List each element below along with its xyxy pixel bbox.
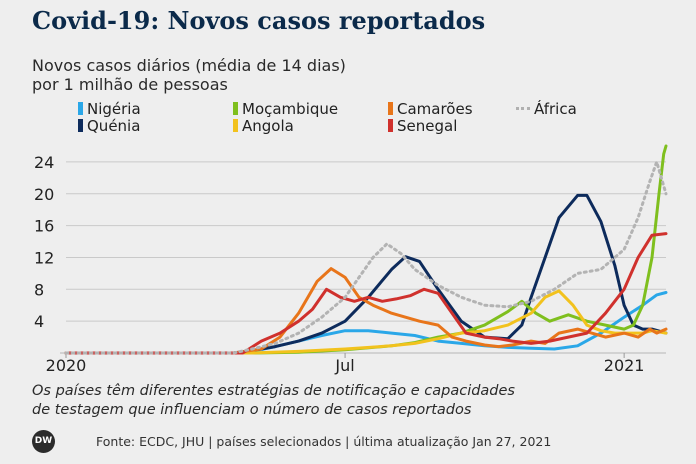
legend-swatch-quenia: [78, 119, 83, 132]
y-tick-label: 16: [34, 217, 54, 236]
y-tick-label: 20: [34, 185, 54, 204]
y-tick-label: 4: [34, 312, 44, 331]
legend-item-quenia: Quénia: [78, 118, 140, 134]
legend-item-mocambique: Moçambique: [233, 101, 338, 117]
chart-subtitle: Novos casos diários (média de 14 dias) p…: [32, 56, 346, 94]
legend-swatch-nigeria: [78, 102, 83, 115]
legend-label-africa: África: [534, 100, 577, 118]
legend-swatch-senegal: [388, 119, 393, 132]
series-line-camaroes: [64, 267, 668, 355]
legend-item-nigeria: Nigéria: [78, 101, 141, 117]
legend-swatch-mocambique: [233, 102, 238, 115]
source-note: Fonte: ECDC, JHU | países selecionados |…: [96, 434, 552, 449]
legend-label-nigeria: Nigéria: [87, 100, 141, 118]
y-tick-label: 8: [34, 280, 44, 299]
legend-item-senegal: Senegal: [388, 118, 457, 134]
legend-label-quenia: Quénia: [87, 117, 141, 135]
legend-item-camaroes: Camarões: [388, 101, 473, 117]
note-line-1: Os países têm diferentes estratégias de …: [32, 383, 515, 399]
series-line-africa: [64, 160, 668, 355]
y-tick-label: 12: [34, 248, 54, 267]
legend-swatch-africa: [516, 107, 530, 110]
legend-swatch-camaroes: [388, 102, 393, 115]
legend-swatch-angola: [233, 119, 238, 132]
legend-label-mocambique: Moçambique: [242, 100, 339, 118]
legend-item-angola: Angola: [233, 118, 294, 134]
subtitle-line-2: por 1 milhão de pessoas: [32, 75, 228, 94]
legend-label-angola: Angola: [242, 117, 294, 135]
x-tick-label: 2020: [46, 356, 87, 375]
subtitle-line-1: Novos casos diários (média de 14 dias): [32, 56, 346, 75]
x-tick-label: 2021: [604, 356, 645, 375]
note-line-2: de testagem que influenciam o número de …: [32, 402, 472, 418]
chart-title: Covid-19: Novos casos reportados: [32, 6, 486, 35]
dw-logo: DW: [32, 430, 55, 453]
series-line-senegal: [64, 232, 668, 355]
legend-label-camaroes: Camarões: [397, 100, 473, 118]
legend-item-africa: África: [516, 101, 577, 117]
chart-note: Os países têm diferentes estratégias de …: [32, 382, 672, 420]
y-tick-label: 24: [34, 153, 54, 172]
legend-label-senegal: Senegal: [397, 117, 458, 135]
x-tick-label: Jul: [334, 356, 354, 375]
series-line-mocambique: [64, 144, 668, 355]
